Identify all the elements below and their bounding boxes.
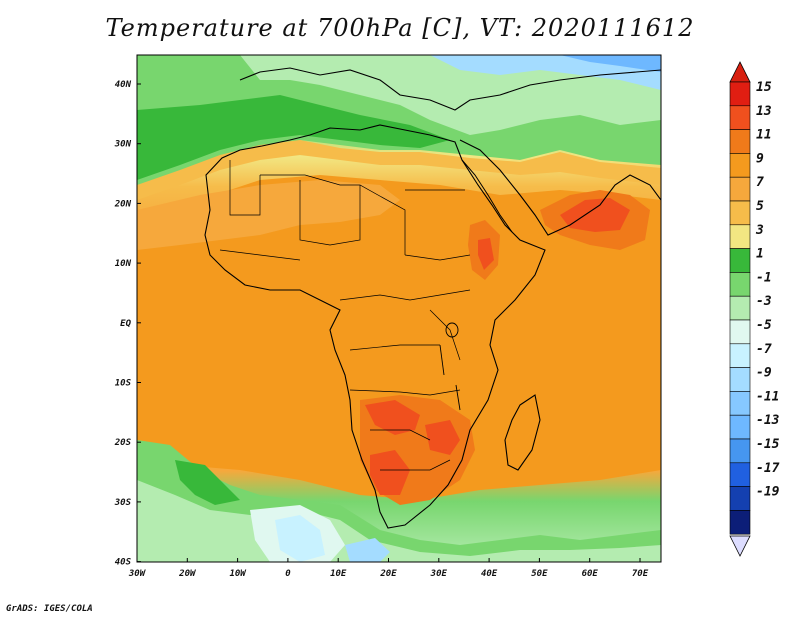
lon-label: 30E <box>430 569 448 579</box>
lake-victoria <box>445 322 459 338</box>
colorbar-swatch <box>729 438 751 464</box>
colorbar-swatch <box>729 319 751 345</box>
lake-malawi <box>455 384 461 411</box>
lon-label: 10E <box>330 569 347 579</box>
zambezi-hot <box>425 420 460 455</box>
colorbar-swatch <box>729 391 751 416</box>
country-borders <box>219 160 471 471</box>
lake-tanganyika <box>439 344 445 376</box>
colorbar-label: -19 <box>756 485 780 500</box>
africa-coastline <box>204 124 546 529</box>
colorbar-swatch <box>729 272 751 297</box>
sahara-light <box>137 180 400 250</box>
grads-credit: GrADS: IGES/COLA <box>6 604 93 614</box>
lat-label: 10S <box>115 379 132 389</box>
colorbar-label: -11 <box>756 389 779 404</box>
colorbar-label: -9 <box>756 366 772 381</box>
colorbar-label: 9 <box>756 151 764 166</box>
lon-label: 40E <box>481 569 498 579</box>
lon-label: 50E <box>531 569 548 579</box>
colorbar-label: -1 <box>756 270 772 285</box>
colorbar-swatch <box>729 414 751 440</box>
colorbar-label: -15 <box>756 437 780 452</box>
colorbar-label: -13 <box>756 413 780 428</box>
colorbar-label: 11 <box>756 128 772 143</box>
colorbar-label: 3 <box>755 223 764 238</box>
axis-ticks <box>136 83 641 563</box>
southern-africa-hot <box>365 400 420 435</box>
arabia-coastline <box>459 139 661 236</box>
colorbar-swatch <box>729 295 751 321</box>
colorbar-swatch <box>729 367 751 392</box>
lon-label: 60E <box>582 569 599 579</box>
colorbar-swatch <box>729 81 751 107</box>
lon-label: 70E <box>632 569 649 579</box>
lon-label: 10W <box>229 569 247 579</box>
colorbar-label: 1 <box>756 247 764 262</box>
colorbar: 15 13 11 9 7 5 3 1 -1 -3 -5 -7 -9 -11 -13 -15 -17 -19 <box>729 61 780 557</box>
north-dark-green-band <box>137 95 450 180</box>
lon-label: 0 <box>285 569 291 579</box>
red-sea-coast <box>461 159 513 233</box>
map-title: Temperature at 700hPa [C], VT: 202011161… <box>105 14 695 42</box>
colorbar-label: -17 <box>756 461 780 476</box>
colorbar-swatch <box>729 176 751 202</box>
kalahari-hot <box>370 450 410 495</box>
south-cyan-patch <box>275 515 325 562</box>
lat-label: EQ <box>120 319 131 329</box>
colorbar-swatch <box>729 105 751 130</box>
europe-coastline <box>239 67 661 111</box>
colorbar-swatch <box>729 153 751 178</box>
colorbar-label: -7 <box>756 342 772 357</box>
arabia-hot-core <box>560 198 630 232</box>
colorbar-label: 5 <box>756 199 764 214</box>
lon-label: 20E <box>379 569 397 579</box>
colorbar-label: 15 <box>756 80 772 95</box>
colorbar-label: 7 <box>756 175 764 190</box>
colorbar-label: -3 <box>756 294 772 309</box>
south-dark-green <box>175 460 240 505</box>
colorbar-swatch <box>729 510 751 535</box>
lat-label: 40S <box>115 558 132 568</box>
madagascar-coastline <box>504 394 541 471</box>
colorbar-bottom-arrow <box>729 535 751 557</box>
colorbar-top-arrow <box>729 61 751 83</box>
lat-label: 30S <box>114 498 132 508</box>
colorbar-label: -5 <box>756 318 772 333</box>
south-blue-patch <box>345 538 390 562</box>
colorbar-swatch <box>729 200 751 226</box>
temperature-field <box>137 55 661 562</box>
yellow-transition <box>137 140 661 200</box>
lat-label: 20N <box>114 199 132 209</box>
north-blue-deep <box>560 55 661 72</box>
colorbar-swatch <box>729 248 751 273</box>
lon-label: 20W <box>178 569 197 579</box>
colorbar-swatch <box>729 462 751 487</box>
lon-label: 30W <box>128 569 147 579</box>
lat-label: 20S <box>114 438 132 448</box>
ethiopia-hot <box>478 238 494 270</box>
colorbar-swatch <box>729 129 751 154</box>
mediterranean-cool-band <box>240 55 661 135</box>
colorbar-swatch <box>729 486 751 511</box>
colorbar-swatch <box>729 343 751 368</box>
map-frame <box>136 54 662 563</box>
lat-label: 30N <box>114 140 132 150</box>
lat-label: 40N <box>115 80 132 90</box>
lat-label: 10N <box>115 259 132 269</box>
colorbar-swatch <box>729 224 751 249</box>
colorbar-label: 13 <box>756 104 772 119</box>
latitude-labels: 40N 30N 20N 10N EQ 10S 20S 30S 40S <box>114 80 132 568</box>
longitude-labels: 30W 20W 10W 0 10E 20E 30E 40E 50E 60E 70E <box>128 569 649 579</box>
